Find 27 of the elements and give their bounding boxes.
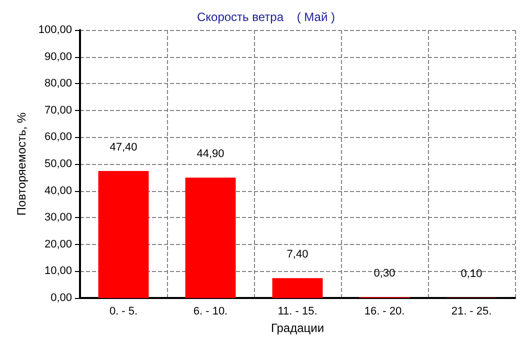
bar: [98, 170, 149, 298]
y-tick-label: 20,00: [44, 238, 72, 250]
y-tick-label: 10,00: [44, 265, 72, 278]
y-tick-label: 90,00: [44, 50, 72, 63]
bar: [185, 178, 236, 298]
bar: [272, 278, 323, 298]
y-tick-label: 80,00: [44, 78, 72, 90]
y-tick-label: 50,00: [44, 158, 72, 170]
y-tick-label: 30,00: [44, 212, 72, 224]
chart-title: Скорость ветра ( Май ): [196, 10, 336, 24]
data-label: 0,10: [460, 268, 482, 280]
y-tick-label: 0,00: [50, 292, 72, 304]
data-label: 7,40: [286, 248, 308, 261]
x-tick-label: 6. - 10.: [193, 306, 228, 318]
x-tick-label: 0. - 5.: [109, 306, 138, 318]
x-tick-label: 11. - 15.: [278, 306, 318, 318]
x-tick-label: 21. - 25.: [451, 306, 492, 318]
y-axis-title: Повторяемость, %: [14, 112, 28, 216]
data-label: 47,40: [110, 141, 138, 154]
x-tick-label: 16. - 20.: [364, 306, 405, 318]
y-tick-label: 100,00: [38, 24, 72, 36]
data-label: 0,30: [374, 268, 396, 280]
y-tick-label: 60,00: [44, 131, 72, 144]
y-tick-label: 70,00: [44, 104, 72, 116]
data-label: 44,90: [196, 148, 224, 160]
y-tick-label: 40,00: [44, 184, 72, 197]
x-axis-title: Градации: [270, 321, 324, 335]
